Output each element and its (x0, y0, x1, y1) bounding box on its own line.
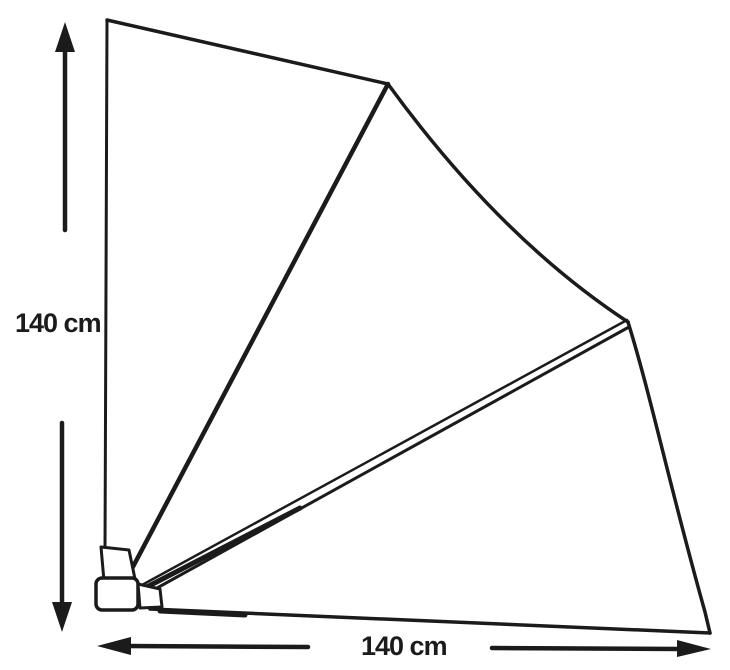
awning-top-edge (105, 18, 390, 86)
height-arrow-down-head (52, 602, 72, 632)
dimension-arrows (52, 22, 711, 657)
fold-line-lower-outer (140, 318, 629, 587)
width-dimension-label: 140 cm (361, 631, 448, 661)
bracket-base (94, 576, 140, 612)
width-arrow-left-head (97, 637, 131, 655)
awning-upper-right-edge (386, 82, 630, 324)
arrowheads (52, 22, 711, 657)
awning-bottom-edge-thick (157, 608, 248, 618)
width-arrow-left-shaft (124, 643, 311, 650)
fold-line-upper (123, 81, 391, 583)
bracket-arm-lower (136, 582, 164, 610)
bracket-arm-upper (99, 545, 137, 583)
awning-right-edge (626, 320, 712, 635)
awning-left-edge (103, 18, 109, 553)
height-dimension-label: 140 cm (15, 308, 102, 338)
width-arrow-right-head (677, 640, 711, 657)
mounting-bracket (94, 545, 164, 612)
width-arrow-right-shaft (489, 645, 683, 652)
fold-line-lower-merge (140, 505, 303, 592)
height-arrow-up-head (55, 22, 75, 52)
fold-line-lower-inner (146, 325, 631, 595)
awning-drawing (52, 18, 712, 657)
